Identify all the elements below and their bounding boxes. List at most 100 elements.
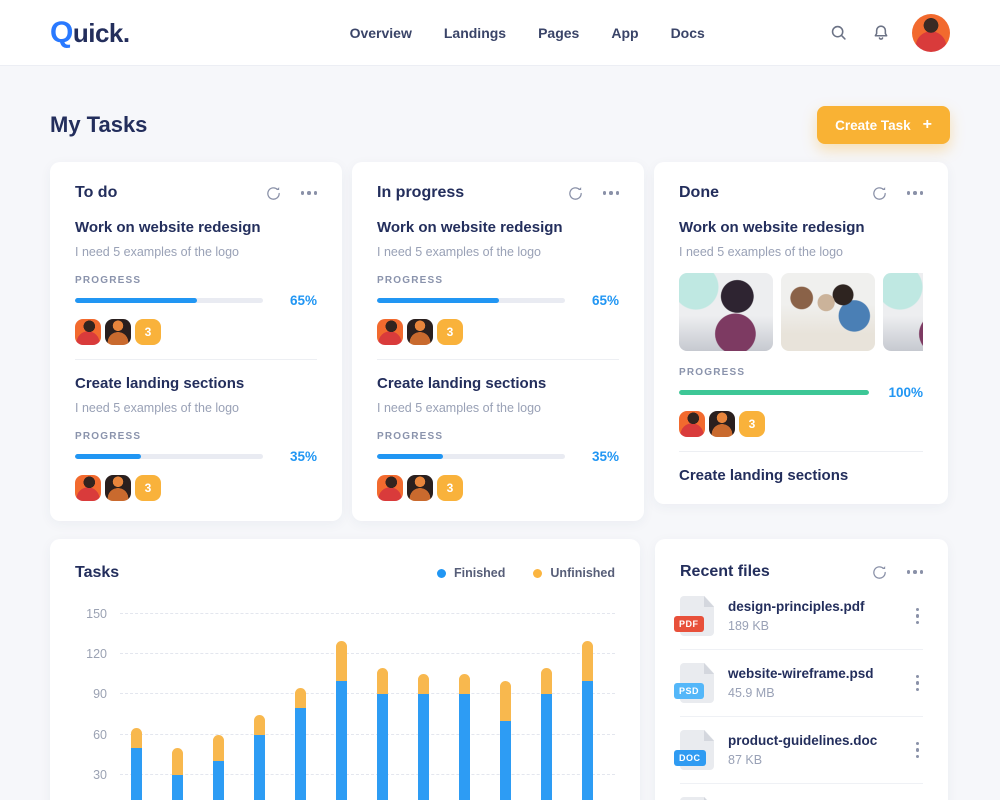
- file-row[interactable]: PSD website-wireframe.psd 45.9 MB: [674, 650, 924, 717]
- assignee-avatar[interactable]: [105, 475, 131, 501]
- file-menu-icon[interactable]: [912, 607, 924, 625]
- attachment-photo[interactable]: [883, 273, 923, 351]
- unfinished-segment: [418, 674, 429, 695]
- pdf-file-icon: PDF: [674, 596, 714, 636]
- assignee-avatar[interactable]: [105, 319, 131, 345]
- brand-logo-q: Q: [50, 15, 73, 49]
- more-options-icon[interactable]: [602, 187, 619, 199]
- progress-percent: 65%: [289, 293, 317, 308]
- file-row[interactable]: DOC product-guidelines.doc 87 KB: [674, 717, 924, 784]
- unfinished-segment: [500, 681, 511, 722]
- assignee-avatar[interactable]: [377, 475, 403, 501]
- assignee-avatar[interactable]: [377, 319, 403, 345]
- recent-files-title: Recent files: [680, 563, 770, 580]
- nav-item-overview[interactable]: Overview: [349, 24, 412, 41]
- user-avatar[interactable]: [912, 13, 950, 52]
- more-assignees-badge[interactable]: 3: [135, 475, 161, 501]
- more-assignees-badge[interactable]: 3: [437, 319, 463, 345]
- task-item[interactable]: Work on website redesign I need 5 exampl…: [679, 219, 923, 452]
- nav-item-landings[interactable]: Landings: [443, 24, 507, 41]
- file-menu-icon[interactable]: [912, 741, 924, 759]
- assignee-avatar[interactable]: [75, 475, 101, 501]
- legend-item-unfinished[interactable]: Unfinished: [533, 566, 615, 580]
- column-title-inprogress: In progress: [377, 184, 465, 201]
- assignee-avatar[interactable]: [407, 319, 433, 345]
- task-item[interactable]: Create landing sections I need 5 example…: [377, 375, 619, 501]
- finished-segment: [459, 694, 470, 800]
- more-options-icon[interactable]: [906, 566, 923, 578]
- main-nav: Overview Landings Pages App Docs: [350, 25, 705, 41]
- refresh-icon[interactable]: [263, 182, 285, 204]
- divider: [679, 451, 923, 452]
- column-title-todo: To do: [75, 184, 118, 201]
- create-task-label: Create Task: [835, 117, 911, 133]
- progress-percent: 35%: [591, 449, 619, 464]
- more-options-icon[interactable]: [300, 187, 317, 199]
- chart-title: Tasks: [75, 564, 120, 581]
- progress-percent: 100%: [888, 385, 923, 400]
- assignee-avatar[interactable]: [75, 319, 101, 345]
- task-item[interactable]: Work on website redesign I need 5 exampl…: [75, 219, 317, 360]
- y-axis-tick: 30: [93, 767, 107, 782]
- progress-label: PROGRESS: [377, 431, 444, 442]
- finished-segment: [295, 707, 306, 800]
- more-assignees-badge[interactable]: 3: [437, 475, 463, 501]
- task-board: To do Work on website redesign I need 5 …: [50, 162, 950, 521]
- plus-icon: +: [922, 116, 932, 133]
- legend-item-finished[interactable]: Finished: [437, 566, 505, 580]
- refresh-icon[interactable]: [565, 182, 587, 204]
- file-row[interactable]: AVI banner-video.avi 23 MB: [680, 784, 923, 800]
- refresh-icon[interactable]: [869, 182, 891, 204]
- assignee-avatar[interactable]: [709, 411, 735, 437]
- gridline: [120, 613, 615, 614]
- create-task-button[interactable]: Create Task +: [817, 106, 950, 144]
- divider: [377, 359, 619, 360]
- gridline: [120, 773, 615, 775]
- attachment-photo[interactable]: [781, 273, 875, 351]
- task-item[interactable]: Create landing sections: [679, 467, 923, 484]
- recent-files-card: Recent files PDF design-principles.pdf 1…: [655, 539, 948, 800]
- y-axis-tick: 60: [93, 727, 107, 742]
- y-axis-tick: 150: [86, 607, 107, 621]
- more-assignees-badge[interactable]: 3: [739, 411, 765, 437]
- bar-feb: Feb: [172, 748, 183, 800]
- attachment-photo[interactable]: [679, 273, 773, 351]
- search-icon[interactable]: [828, 22, 850, 44]
- unfinished-dot-icon: [533, 568, 543, 578]
- column-title-done: Done: [679, 184, 719, 201]
- task-item[interactable]: Create landing sections I need 5 example…: [75, 375, 317, 501]
- more-assignees-badge[interactable]: 3: [135, 319, 161, 345]
- progress-bar: [377, 298, 565, 303]
- notifications-bell-icon[interactable]: [870, 22, 892, 44]
- assignee-avatar[interactable]: [407, 475, 433, 501]
- nav-item-pages[interactable]: Pages: [538, 24, 580, 41]
- more-options-icon[interactable]: [906, 187, 923, 199]
- bar-sep: Sep: [459, 674, 470, 800]
- brand-logo[interactable]: Quick.: [50, 16, 130, 50]
- top-navigation-bar: Quick. Overview Landings Pages App Docs: [0, 0, 1000, 66]
- gridline: [120, 733, 615, 735]
- file-row[interactable]: PDF design-principles.pdf 189 KB: [674, 583, 924, 650]
- finished-segment: [254, 734, 265, 800]
- assignee-avatar[interactable]: [679, 411, 705, 437]
- progress-label: PROGRESS: [377, 275, 444, 286]
- task-description: I need 5 examples of the logo: [679, 245, 844, 259]
- legend-label: Finished: [454, 566, 506, 580]
- nav-item-app[interactable]: App: [611, 24, 639, 41]
- finished-segment: [213, 761, 224, 800]
- progress-label: PROGRESS: [75, 431, 142, 442]
- gridline: [120, 653, 615, 655]
- bar-jun: Jun: [336, 640, 347, 800]
- nav-item-docs[interactable]: Docs: [670, 24, 705, 41]
- task-title: Work on website redesign: [75, 219, 261, 236]
- task-item[interactable]: Work on website redesign I need 5 exampl…: [377, 219, 619, 360]
- psd-file-icon: PSD: [674, 663, 714, 703]
- unfinished-segment: [131, 727, 142, 748]
- bar-apr: Apr: [254, 714, 265, 800]
- file-menu-icon[interactable]: [912, 674, 924, 692]
- progress-label: PROGRESS: [679, 367, 746, 378]
- legend-label: Unfinished: [550, 566, 615, 580]
- done-column-card: Done Work on website redesign I need 5 e…: [654, 162, 948, 504]
- unfinished-segment: [336, 640, 347, 681]
- refresh-icon[interactable]: [869, 561, 891, 583]
